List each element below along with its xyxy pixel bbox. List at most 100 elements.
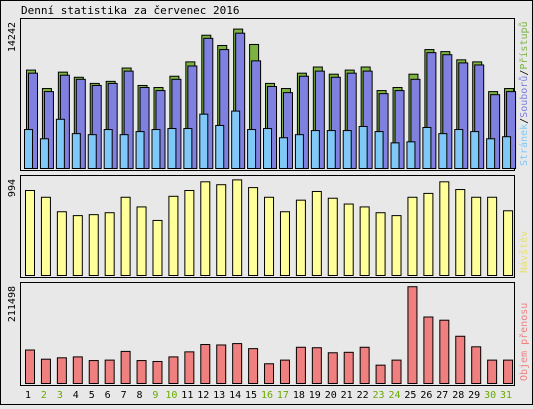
legend-transfer: Objem přenosu [518, 303, 530, 381]
bar-stranek-23 [374, 131, 384, 170]
bar-stranek-9 [151, 129, 161, 170]
legend-entry-requests-1: / [519, 118, 530, 124]
legend-visits: Návštěv [518, 231, 530, 273]
day-label-6: 6 [105, 390, 111, 401]
bar-prenos-13 [216, 344, 227, 385]
chart-title: Denní statistika za červenec 2016 [21, 4, 240, 17]
bar-navstev-9 [152, 219, 163, 276]
day-label-5: 5 [89, 390, 95, 401]
day-label-31: 31 [500, 390, 512, 401]
bar-prenos-20 [327, 352, 338, 384]
legend-requests: Stránek/Souborů/Přístupů [518, 21, 530, 166]
day-label-23: 23 [373, 390, 385, 401]
bar-stranek-27 [438, 133, 448, 169]
bar-stranek-2 [39, 138, 49, 169]
bar-stranek-7 [119, 134, 129, 170]
bar-prenos-28 [455, 335, 466, 384]
bar-stranek-29 [470, 131, 480, 170]
bar-navstev-22 [359, 206, 370, 276]
legend-entry-requests-3: / [519, 70, 530, 76]
bar-prenos-24 [391, 359, 402, 385]
bar-stranek-20 [326, 130, 336, 169]
bar-stranek-21 [342, 130, 352, 169]
panels-layer: 14242Stránek/Souborů/Přístupů994Návštěv2… [7, 18, 530, 386]
bar-navstev-17 [279, 211, 290, 276]
bar-prenos-1 [25, 349, 35, 384]
panel-transfer: 211498 Objem přenosu [7, 282, 530, 386]
bar-stranek-22 [358, 125, 368, 169]
bar-prenos-6 [104, 359, 115, 385]
day-label-22: 22 [357, 390, 369, 401]
day-label-21: 21 [341, 390, 353, 401]
bar-navstev-21 [343, 203, 354, 276]
day-label-10: 10 [165, 390, 177, 401]
bar-stranek-11 [183, 128, 193, 169]
bar-stranek-25 [406, 141, 416, 169]
bar-stranek-30 [486, 138, 496, 169]
day-labels-layer: 1 2 3 4 5 6 7 8 9 10 11 12 13 14 15 16 17 18 19 20 21 22 23 24 2… [25, 390, 512, 401]
bar-stranek-5 [87, 134, 97, 170]
bar-navstev-5 [88, 214, 99, 276]
bar-stranek-18 [294, 134, 304, 170]
day-label-12: 12 [197, 390, 209, 401]
bar-prenos-7 [120, 350, 131, 385]
bar-stranek-12 [199, 113, 209, 169]
day-label-18: 18 [293, 390, 305, 401]
bar-stranek-19 [310, 130, 320, 169]
bar-navstev-31 [503, 210, 514, 276]
day-label-19: 19 [309, 390, 321, 401]
bar-prenos-10 [168, 356, 179, 384]
bar-navstev-3 [56, 211, 67, 276]
bar-navstev-28 [455, 189, 466, 276]
ymax-label-transfer: 211498 [7, 286, 18, 322]
bar-stranek-13 [215, 124, 225, 170]
ymax-label-visits: 994 [7, 179, 18, 197]
bar-stranek-1 [24, 129, 33, 170]
bar-prenos-22 [359, 346, 370, 384]
day-label-24: 24 [388, 390, 400, 401]
bar-navstev-29 [471, 196, 482, 277]
day-label-7: 7 [121, 390, 127, 401]
bar-navstev-12 [200, 181, 211, 276]
bar-stranek-3 [55, 118, 65, 169]
bar-navstev-10 [168, 195, 179, 276]
day-label-28: 28 [452, 390, 464, 401]
bar-prenos-5 [88, 360, 99, 384]
bar-prenos-16 [264, 363, 275, 385]
day-label-3: 3 [57, 390, 63, 401]
day-label-20: 20 [325, 390, 337, 401]
bar-stranek-8 [135, 131, 145, 170]
bar-prenos-15 [248, 348, 259, 385]
bar-stranek-28 [454, 129, 464, 170]
day-label-25: 25 [404, 390, 416, 401]
day-label-15: 15 [245, 390, 257, 401]
bar-navstev-19 [311, 190, 322, 277]
bar-stranek-17 [278, 137, 288, 170]
bar-prenos-14 [232, 343, 243, 384]
bar-stranek-6 [103, 129, 113, 170]
panel-visits: 994 Návštěv [7, 175, 530, 278]
legend-entry-requests-0: Stránek [518, 124, 530, 166]
bar-prenos-2 [40, 358, 51, 385]
bar-navstev-13 [216, 184, 227, 276]
bar-prenos-12 [200, 344, 211, 384]
bar-navstev-11 [184, 190, 195, 276]
bar-navstev-26 [423, 192, 434, 276]
legend-entry-requests-4: Přístupů [518, 21, 530, 69]
bar-navstev-27 [439, 181, 450, 276]
day-label-2: 2 [41, 390, 47, 401]
bar-navstev-24 [391, 215, 402, 277]
bar-navstev-16 [264, 196, 275, 277]
day-label-26: 26 [420, 390, 432, 401]
bar-stranek-15 [247, 129, 257, 170]
bar-prenos-26 [423, 316, 434, 385]
day-label-14: 14 [229, 390, 241, 401]
bar-stranek-14 [231, 110, 241, 169]
bar-prenos-3 [56, 357, 67, 384]
bar-prenos-23 [375, 364, 386, 384]
bar-prenos-9 [152, 360, 163, 384]
day-label-13: 13 [213, 390, 225, 401]
day-label-16: 16 [261, 390, 273, 401]
